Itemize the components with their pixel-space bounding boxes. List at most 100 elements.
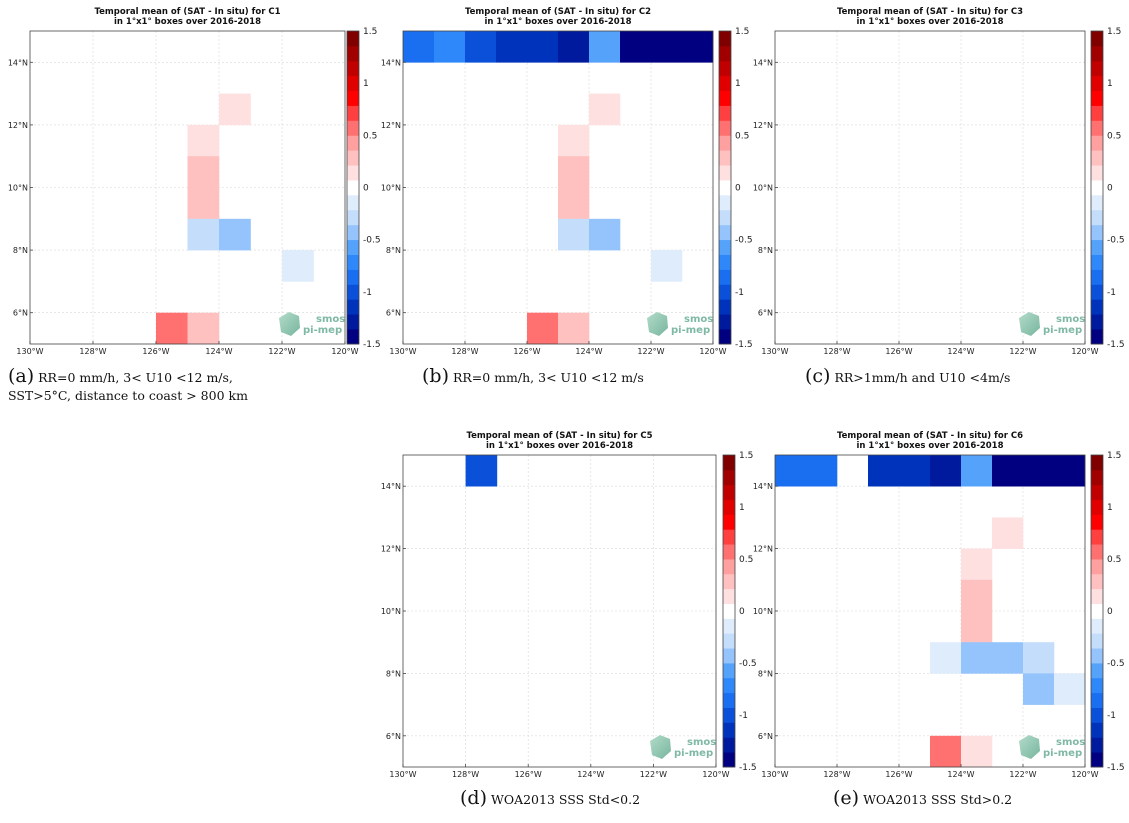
colorbar-segment xyxy=(719,180,731,196)
data-cell xyxy=(961,548,993,581)
y-tick-label: 10°N xyxy=(381,607,401,616)
colorbar-tick-label: 1.5 xyxy=(363,27,377,37)
colorbar-tick-label: 0 xyxy=(1107,607,1113,617)
colorbar-segment xyxy=(347,90,359,106)
data-cell xyxy=(496,31,528,63)
colorbar-segment xyxy=(1091,194,1103,211)
panel-title: Temporal mean of (SAT - In situ) for C1 xyxy=(95,7,281,17)
grid xyxy=(403,31,713,344)
colorbar-segment xyxy=(719,90,731,106)
colorbar-tick-label: 1.5 xyxy=(1107,27,1121,37)
caption-c2: (b) RR=0 mm/h, 3< U10 <12 m/s xyxy=(422,367,752,387)
colorbar-segment xyxy=(347,150,359,166)
colorbar-segment xyxy=(1091,469,1103,486)
colorbar-segment xyxy=(723,722,735,738)
data-cell xyxy=(992,455,1024,487)
colorbar-segment xyxy=(1091,299,1103,315)
colorbar-segment xyxy=(1091,284,1103,300)
colorbar-segment xyxy=(1091,603,1103,619)
panel-subtitle: in 1°x1° boxes over 2016-2018 xyxy=(856,17,1003,27)
colorbar-segment xyxy=(723,648,735,664)
colorbar-segment xyxy=(719,150,731,166)
y-tick-label: 14°N xyxy=(381,58,401,67)
logo-shape-icon xyxy=(647,312,668,336)
logo-text-pi-mep: pi-mep xyxy=(671,325,710,336)
panel-title: Temporal mean of (SAT - In situ) for C6 xyxy=(837,431,1023,441)
colorbar-tick-label: 0 xyxy=(1107,184,1113,194)
colorbar-segment xyxy=(719,239,731,255)
grid xyxy=(403,455,716,767)
colorbar-segment xyxy=(723,514,735,530)
caption-c6: (e) WOA2013 SSS Std>0.2 xyxy=(833,789,1129,809)
colorbar-segment xyxy=(1091,663,1103,679)
x-tick-label: 126°W xyxy=(513,347,540,356)
colorbar-segment xyxy=(1091,648,1103,664)
colorbar-tick-label: -0.5 xyxy=(1107,659,1125,669)
data-cell xyxy=(187,124,220,157)
data-cell xyxy=(282,250,314,282)
colorbar-segment xyxy=(723,529,735,545)
colorbar-segment xyxy=(1091,165,1103,181)
colorbar-tick-label: 1.5 xyxy=(1107,451,1121,461)
logo-text-smos: smos xyxy=(684,314,713,325)
colorbar-segment xyxy=(1091,752,1103,768)
data-cell xyxy=(465,455,498,487)
colorbar-segment xyxy=(719,299,731,315)
y-tick-label: 12°N xyxy=(381,545,401,554)
logo-text-pi-mep: pi-mep xyxy=(1043,325,1082,336)
colorbar-tick-label: -1.5 xyxy=(363,340,381,350)
logo-shape-icon xyxy=(650,735,671,759)
colorbar-segment xyxy=(347,284,359,300)
x-tick-label: 128°W xyxy=(79,347,106,356)
logo-text-smos: smos xyxy=(687,737,716,748)
caption-text: WOA2013 SSS Std<0.2 xyxy=(490,792,641,807)
colorbar-segment xyxy=(723,618,735,634)
colorbar-segment xyxy=(1091,31,1103,47)
x-tick-label: 120°W xyxy=(702,770,729,779)
colorbar-segment xyxy=(1091,544,1103,560)
x-tick-label: 122°W xyxy=(640,770,667,779)
colorbar-tick-label: 1 xyxy=(735,79,741,89)
colorbar-tick-label: 0.5 xyxy=(363,131,377,141)
data-cell xyxy=(434,31,466,63)
colorbar-segment xyxy=(1091,60,1103,77)
colorbar-segment xyxy=(723,455,735,471)
data-cell xyxy=(930,735,962,768)
caption-c1: (a) RR=0 mm/h, 3< U10 <12 m/s, SST>5°C, d… xyxy=(8,367,383,405)
data-cell xyxy=(930,642,962,674)
data-cell xyxy=(187,156,220,188)
colorbar-segment xyxy=(347,299,359,315)
colorbar-segment xyxy=(1091,90,1103,106)
colorbar-tick-label: -1 xyxy=(1107,711,1116,721)
x-tick-label: 122°W xyxy=(268,347,295,356)
y-tick-label: 14°N xyxy=(753,482,773,491)
colorbar-segment xyxy=(1091,105,1103,121)
colorbar-tick-label: 1.5 xyxy=(739,451,753,461)
colorbar-tick-label: -1.5 xyxy=(1107,340,1125,350)
data-cell xyxy=(651,31,683,63)
colorbar-segment xyxy=(719,135,731,151)
colorbar-tick-label: 0.5 xyxy=(735,131,749,141)
colorbar-segment xyxy=(1091,209,1103,226)
panel-c5: Temporal mean of (SAT - In situ) for C5i… xyxy=(381,431,757,779)
colorbar-segment xyxy=(1091,692,1103,708)
caption-c5: (d) WOA2013 SSS Std<0.2 xyxy=(460,789,760,809)
x-tick-label: 126°W xyxy=(885,770,912,779)
panel-title: Temporal mean of (SAT - In situ) for C3 xyxy=(837,7,1023,17)
colorbar-segment xyxy=(723,603,735,619)
data-cell xyxy=(558,124,590,157)
colorbar-segment xyxy=(1091,120,1103,136)
colorbar-tick-label: -0.5 xyxy=(363,236,381,246)
colorbar-tick-label: -1 xyxy=(735,288,744,298)
colorbar-segment xyxy=(719,45,731,62)
y-tick-label: 8°N xyxy=(386,669,401,678)
data-cell xyxy=(899,455,931,487)
data-cell xyxy=(806,455,838,487)
y-tick-label: 14°N xyxy=(753,58,773,67)
colorbar: 1.5 1 0.5 0 -0.5 -1 -1.5 xyxy=(722,451,757,773)
colorbar-tick-label: 1 xyxy=(363,79,369,89)
colorbar-segment xyxy=(1091,588,1103,604)
colorbar-segment xyxy=(1091,75,1103,92)
panel-c2: Temporal mean of (SAT - In situ) for C2i… xyxy=(381,7,753,356)
